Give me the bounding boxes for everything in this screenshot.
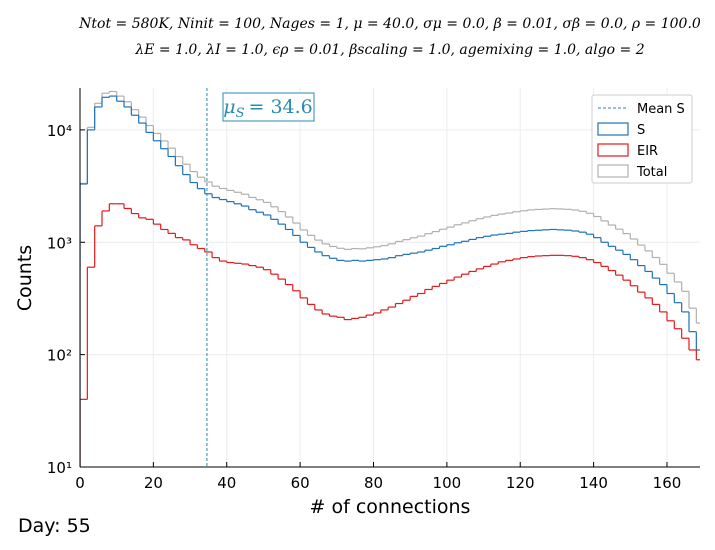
x-tick-label: 80 (364, 474, 383, 492)
plot-area (80, 90, 700, 467)
x-axis-label: # of connections (310, 496, 471, 518)
y-tick-label: 10³ (47, 234, 72, 252)
y-tick-label: 10² (47, 347, 72, 365)
legend-label: Total (636, 165, 667, 180)
mean-subscript: S (236, 106, 245, 121)
legend-swatch (597, 143, 629, 157)
step-riser (80, 91, 697, 467)
mean-label: = 34.6 (249, 96, 313, 118)
x-tick-label: 120 (506, 474, 535, 492)
x-tick-label: 160 (653, 474, 682, 492)
legend-label: S (637, 123, 645, 138)
step-riser (80, 203, 697, 467)
x-tick-label: 100 (433, 474, 462, 492)
annotation-box (222, 92, 315, 122)
x-tick-label: 140 (579, 474, 608, 492)
legend-swatch (597, 122, 629, 136)
y-tick-label: 10⁴ (47, 122, 72, 140)
legend-label: Mean S (637, 102, 685, 117)
title-line: Ntot = 580K, Ninit = 100, Nages = 1, μ =… (78, 16, 701, 32)
x-tick-label: 0 (75, 474, 85, 492)
title-line: λE = 1.0, λI = 1.0, ϵρ = 0.01, βscaling … (134, 42, 644, 58)
mean-symbol: μ (223, 96, 235, 118)
legend-box (591, 94, 693, 184)
x-tick-label: 40 (217, 474, 236, 492)
x-tick-label: 60 (291, 474, 310, 492)
mean-annotation: μS = 34.6 (223, 96, 313, 121)
y-tick-label: 10¹ (47, 459, 72, 477)
y-axis-label: Counts (14, 245, 36, 311)
footer-text: Day: 55 (18, 515, 91, 537)
x-tick-label: 20 (144, 474, 163, 492)
step-riser (80, 96, 697, 467)
legend-swatch (597, 164, 629, 178)
legend-label: EIR (637, 144, 658, 159)
